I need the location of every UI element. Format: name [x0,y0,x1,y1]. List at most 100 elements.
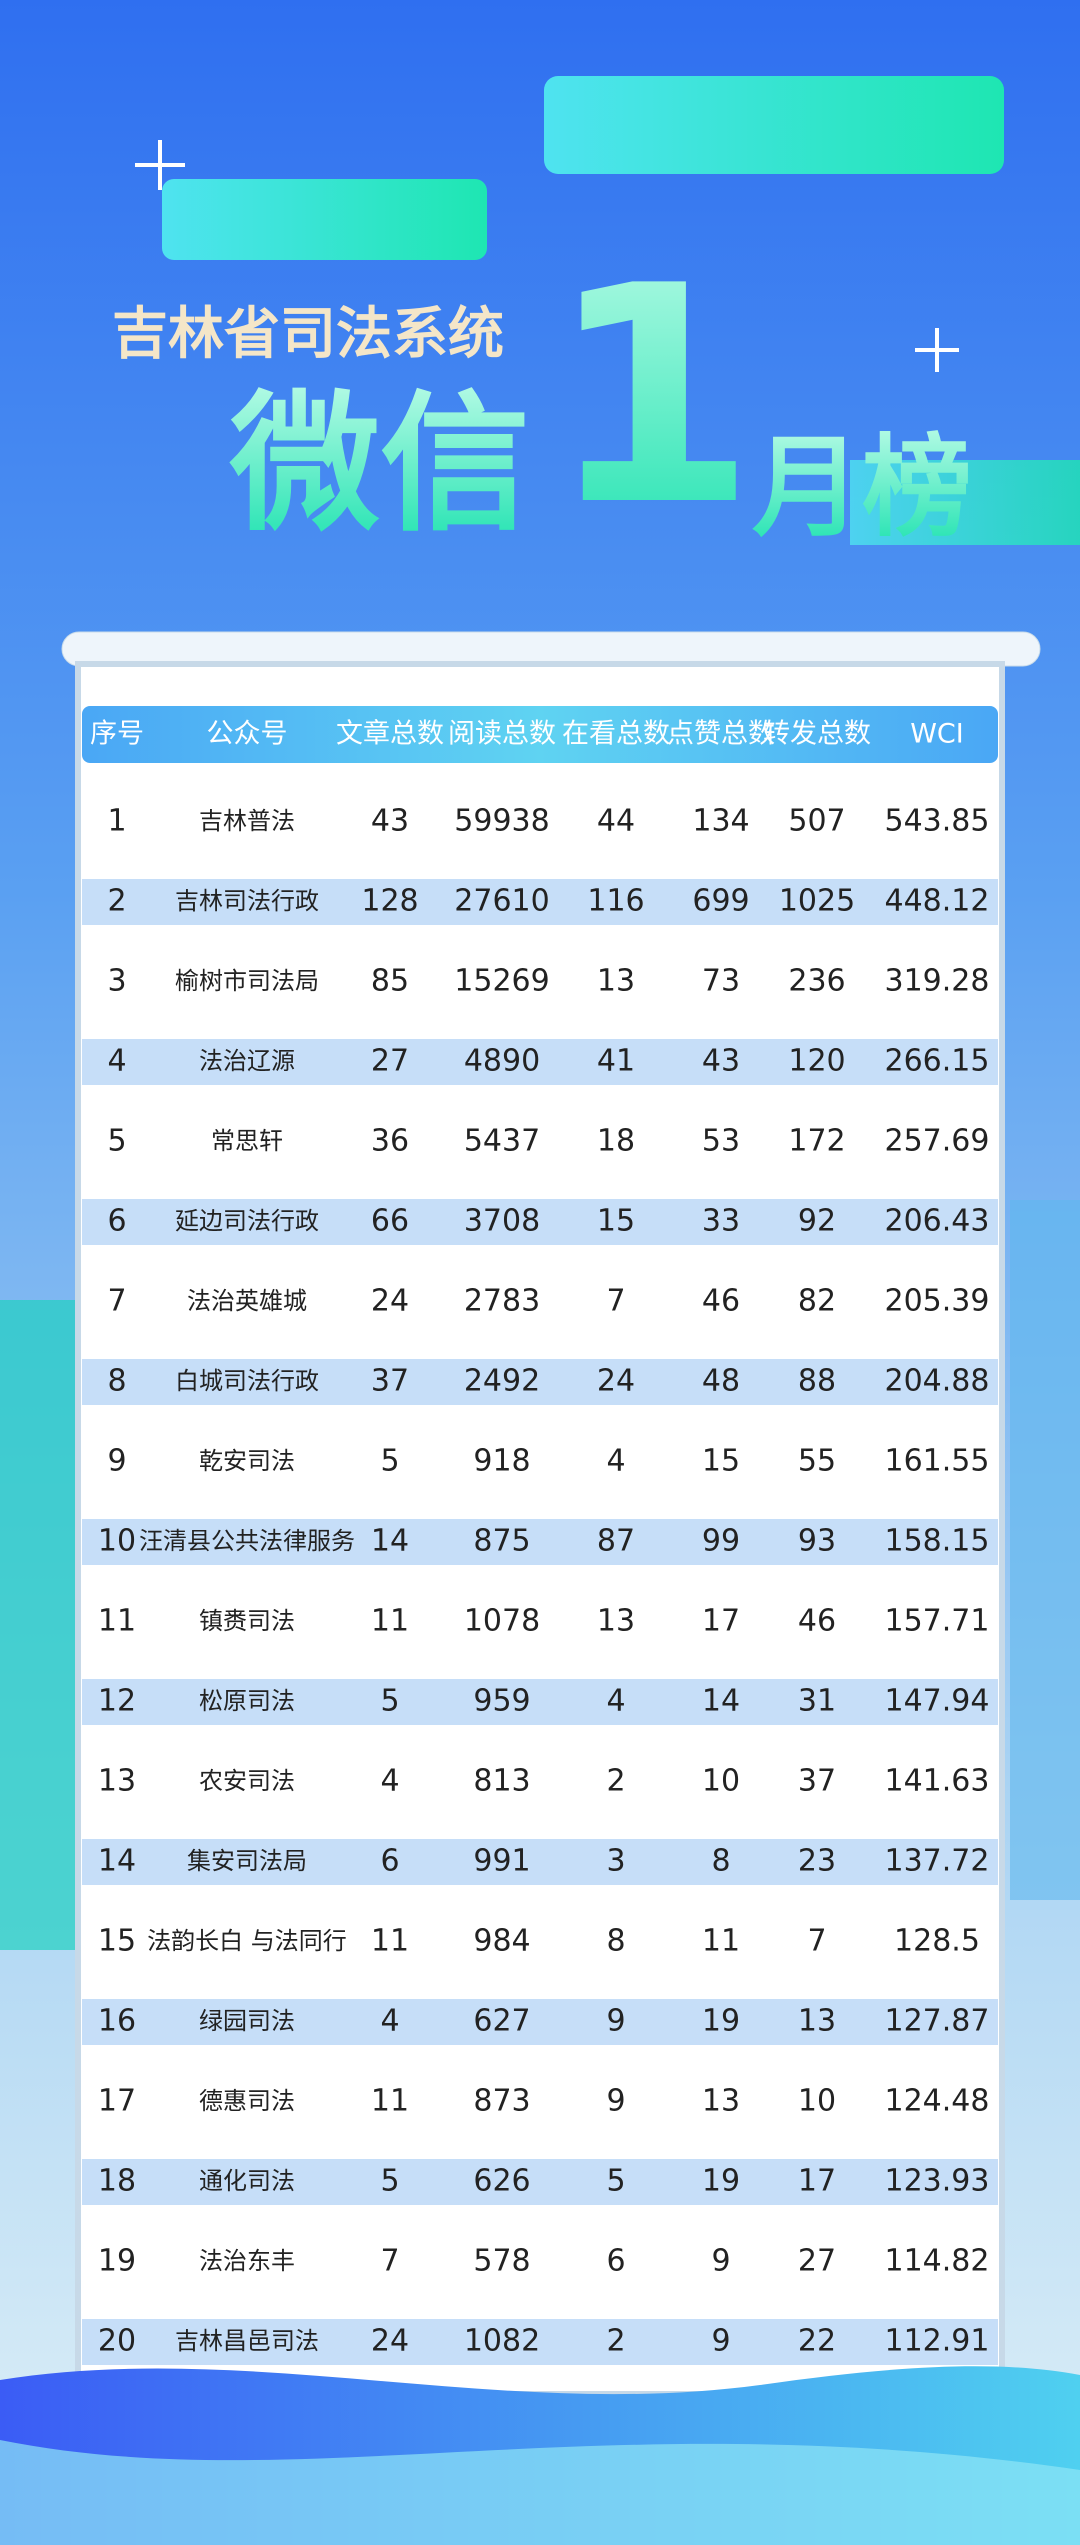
cell: 2 [606,2324,625,2359]
cell: 93 [798,1524,836,1559]
cell: 257.69 [885,1124,990,1159]
cell: 23 [798,1844,836,1879]
cell: 46 [702,1284,740,1319]
cell: 9 [606,2084,625,2119]
row-band [82,1199,998,1245]
column-header: 转发总数 [763,719,871,750]
column-header: 在看总数 [562,719,670,750]
cell: 124.48 [885,2084,990,2119]
cell: 578 [473,2244,530,2279]
cell: 157.71 [885,1604,990,1639]
cell: 17 [702,1604,740,1639]
cell: 乾安司法 [199,1447,295,1475]
cell: 73 [702,964,740,999]
cell: 2783 [464,1284,540,1319]
cell: 通化司法 [199,2167,295,2195]
cell: 14 [371,1524,409,1559]
cell: 36 [371,1124,409,1159]
cell: 11 [98,1604,136,1639]
sparkle [135,140,959,372]
cell: 27 [798,2244,836,2279]
column-header: WCI [910,719,964,750]
cell: 236 [788,964,845,999]
cell: 37 [798,1764,836,1799]
cell: 12 [98,1684,136,1719]
cell: 11 [371,1924,409,1959]
row-band [82,1999,998,2045]
cell: 绿园司法 [199,2007,295,2035]
column-header: 文章总数 [336,719,444,750]
cell: 7 [107,1284,126,1319]
cell: 41 [597,1044,635,1079]
cell: 17 [98,2084,136,2119]
cell: 吉林普法 [199,807,295,835]
cell: 158.15 [885,1524,990,1559]
cell: 448.12 [885,884,990,919]
scroll-rod [61,631,1041,667]
cell: 松原司法 [199,1687,295,1715]
cell: 11 [371,1604,409,1639]
cell: 55 [798,1444,836,1479]
row-band [82,1039,998,1085]
cell: 627 [473,2004,530,2039]
cell: 44 [597,804,635,839]
cell: 87 [597,1524,635,1559]
cell: 8 [606,1924,625,1959]
cell: 2 [606,1764,625,1799]
title-right: 月榜 [752,423,972,551]
row-band [82,879,998,925]
cell: 延边司法行政 [175,1207,319,1235]
column-header: 点赞总数 [667,719,775,750]
cell: 15 [597,1204,635,1239]
bubble [162,179,487,260]
cell: 123.93 [885,2164,990,2199]
cell: 1025 [779,884,855,919]
cell: 吉林昌邑司法 [175,2327,319,2355]
cell: 5 [606,2164,625,2199]
cell: 7 [807,1924,826,1959]
cell: 集安司法局 [187,1847,307,1875]
cell: 15 [702,1444,740,1479]
cell: 16 [98,2004,136,2039]
column-header: 阅读总数 [448,719,556,750]
cell: 92 [798,1204,836,1239]
cell: 18 [597,1124,635,1159]
cell: 18 [98,2164,136,2199]
side-decoration [1010,1200,1080,1900]
cell: 9 [606,2004,625,2039]
cell: 17 [798,2164,836,2199]
row-band [82,1839,998,1885]
cell: 法治英雄城 [187,1287,307,1315]
cell: 7 [380,2244,399,2279]
cell: 15269 [454,964,549,999]
cell: 9 [711,2244,730,2279]
cell: 法治辽源 [199,1047,295,1075]
cell: 875 [473,1524,530,1559]
cell: 873 [473,2084,530,2119]
cell: 9 [711,2324,730,2359]
cell: 31 [798,1684,836,1719]
row-band [82,2159,998,2205]
cell: 吉林司法行政 [175,887,319,915]
cell: 137.72 [885,1844,990,1879]
cell: 120 [788,1044,845,1079]
cell: 112.91 [885,2324,990,2359]
cell: 2492 [464,1364,540,1399]
cell: 24 [371,2324,409,2359]
cell: 10 [98,1524,136,1559]
cell: 8 [107,1364,126,1399]
cell: 1078 [464,1604,540,1639]
cell: 147.94 [885,1684,990,1719]
cell: 114.82 [885,2244,990,2279]
bubble [850,460,1080,545]
cell: 镇赉司法 [199,1607,295,1635]
side-decoration [0,1300,80,1950]
cell: 205.39 [885,1284,990,1319]
cell: 626 [473,2164,530,2199]
cell: 4 [380,2004,399,2039]
cell: 99 [702,1524,740,1559]
cell: 5 [380,2164,399,2199]
cell: 白城司法行政 [175,1367,319,1395]
